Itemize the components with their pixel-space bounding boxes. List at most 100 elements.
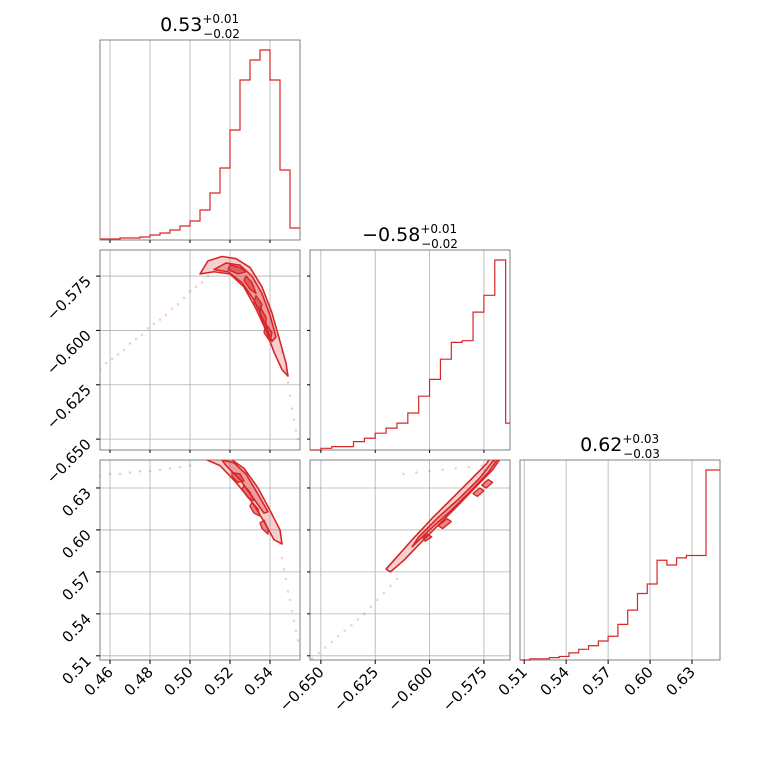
scatter-point [158,468,162,472]
scatter-point [138,469,142,473]
scatter-point [292,418,296,421]
title-lower-error: −0.02 [203,27,240,41]
scatter-point [441,468,444,472]
panel-frame [309,459,511,661]
contour-level-0 [205,460,283,545]
scatter-point [336,634,340,638]
title-median: −0.58 [362,224,420,246]
scatter-point [118,472,122,476]
scatter-point [350,623,353,627]
x-tick-label: −0.625 [330,663,382,715]
contour-level-5 [259,519,269,535]
scatter-point [158,318,162,321]
scatter-point [286,590,290,593]
contour-level-4 [249,501,261,517]
scatter-point [395,577,399,581]
x-tick-label: 0.60 [621,663,657,699]
scatter-point [330,640,334,644]
histogram-param-2 [520,469,720,661]
scatter-point [104,361,108,365]
scatter-point [296,639,300,642]
panel-2-2 [519,459,721,661]
x-tick-label: 0.54 [537,663,573,699]
histogram-param-1 [310,259,510,451]
scatter-point [178,465,182,469]
panel-1-0 [99,249,301,451]
panel-frame [519,459,721,661]
scatter-point [402,472,405,476]
panel-2-0 [99,459,301,661]
scatter-point [317,651,320,655]
x-tick-label: 0.51 [495,663,531,699]
panel-frame [99,459,301,661]
contour-level-1 [411,460,499,548]
panel-frame [309,249,511,451]
scatter-point [100,474,102,477]
y-tick-label: −0.650 [43,435,95,487]
scatter-point [376,598,379,602]
y-tick-label: −0.625 [43,381,95,433]
scatter-point [294,429,298,432]
title-upper-error: +0.01 [202,12,239,26]
title-param-0: 0.53+0.01 −0.02 [160,12,240,41]
title-upper-error: +0.01 [420,222,457,236]
scatter-point [288,394,292,397]
x-tick-label: −0.650 [276,663,328,715]
contour-level-2 [231,471,245,484]
scatter-point [128,471,132,474]
title-median: 0.53 [160,14,202,36]
panel-1-1 [309,249,511,451]
contour-level-5 [481,478,494,489]
scatter-point [296,437,300,441]
scatter-point [428,469,431,473]
scatter-point [122,348,126,352]
scatter-point [164,313,168,317]
scatter-point [116,353,120,356]
title-upper-error: +0.03 [622,432,659,446]
scatter-point [146,326,150,330]
scatter-point [288,598,292,602]
title-param-1: −0.58+0.01 −0.02 [362,222,458,251]
contour-level-3 [241,484,255,502]
pair-p2_p0 [100,460,300,642]
scatter-point [310,657,314,660]
scatter-point [284,577,288,581]
y-tick-label: −0.575 [43,272,95,324]
scatter-point [286,381,290,384]
scatter-point [480,464,484,467]
scatter-point [415,471,418,474]
scatter-point [110,357,114,360]
y-tick-label: −0.600 [43,327,95,379]
scatter-point [290,407,294,410]
panel-frame [99,39,301,241]
title-lower-error: −0.03 [623,447,660,461]
scatter-point [152,322,156,326]
y-tick-label: 0.60 [58,526,94,562]
x-tick-label: −0.600 [384,663,436,715]
y-tick-label: 0.63 [58,484,94,520]
contour-level-2 [227,264,247,275]
scatter-point [343,629,347,632]
scatter-point [108,472,112,476]
contour-level-0 [385,460,501,573]
scatter-point [148,469,152,473]
x-tick-label: 0.63 [663,663,699,699]
x-tick-label: −0.575 [439,663,491,715]
panel-2-1 [309,459,511,661]
histogram-param-0 [100,49,300,240]
scatter-point [188,290,192,293]
scatter-point [389,584,392,588]
scatter-point [369,605,373,609]
pair-p2_p1 [310,460,501,660]
title-param-2: 0.62+0.03 −0.03 [580,432,660,461]
scatter-point [176,303,180,306]
scatter-point [206,274,210,278]
contour-level-4 [472,487,485,498]
x-tick-label: 0.52 [200,663,236,699]
x-tick-label: 0.48 [120,663,156,699]
x-tick-label: 0.54 [240,663,276,699]
scatter-point [363,612,366,616]
scatter-point [200,281,204,284]
scatter-point [282,567,286,571]
